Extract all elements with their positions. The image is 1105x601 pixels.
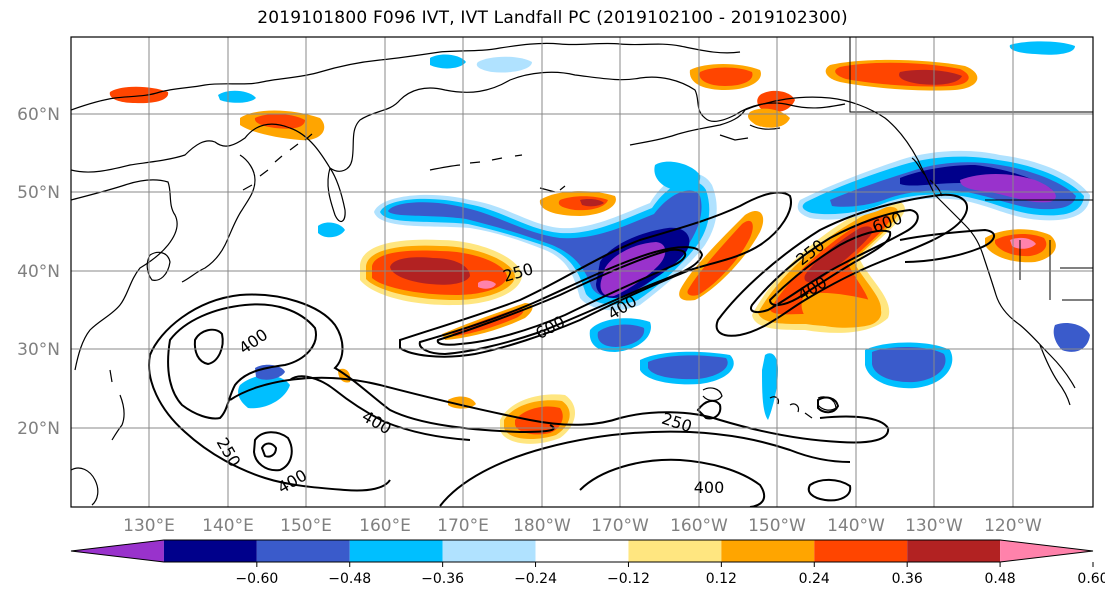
colorbar-swatches <box>70 539 1094 563</box>
colorbar-swatch <box>628 540 722 562</box>
lon-label: 130°W <box>905 516 963 536</box>
colorbar-tick-label: −0.24 <box>514 571 557 587</box>
lon-label: 140°W <box>827 516 885 536</box>
ivt-contours <box>148 191 995 507</box>
negative-anomaly-coast <box>797 150 1090 263</box>
map-title: 2019101800 F096 IVT, IVT Landfall PC (20… <box>257 8 848 28</box>
lon-label: 120°W <box>984 516 1042 536</box>
negative-anomaly-central <box>238 318 1090 420</box>
positive-anomaly-arctic <box>109 41 1075 141</box>
lat-label: 40°N <box>17 262 60 282</box>
colorbar-tick-label: −0.36 <box>421 571 464 587</box>
map-frame <box>70 36 1094 508</box>
lon-label: 170°W <box>591 516 649 536</box>
lat-label: 30°N <box>17 340 60 360</box>
lat-label: 60°N <box>17 105 60 125</box>
colorbar-tick-label: −0.48 <box>328 571 371 587</box>
graticule <box>71 37 1093 507</box>
lon-label: 150°E <box>280 516 332 536</box>
positive-anomaly-south <box>338 292 882 444</box>
colorbar-swatch <box>442 540 536 562</box>
colorbar-swatch <box>349 540 443 562</box>
colorbar-tick-label: 0.12 <box>706 571 737 587</box>
colorbar-outline <box>70 539 1094 563</box>
lon-label: 130°E <box>123 516 175 536</box>
positive-anomaly-nw <box>360 239 522 306</box>
colorbar-swatch <box>814 540 908 562</box>
colorbar-swatch <box>163 540 257 562</box>
colorbar-tick-label: 0.36 <box>892 571 923 587</box>
lon-label: 140°E <box>202 516 254 536</box>
colorbar-tick-label: −0.60 <box>235 571 278 587</box>
lon-label: 160°W <box>670 516 728 536</box>
lon-label: 160°E <box>359 516 411 536</box>
colorbar-swatch <box>535 540 629 562</box>
colorbar-swatch <box>907 540 1001 562</box>
colorbar: −0.60 −0.48 −0.36 −0.24 −0.12 0.12 0.24 0.36 0.4… <box>70 539 1105 587</box>
colorbar-tick-labels: −0.60 −0.48 −0.36 −0.24 −0.12 0.12 0.24 0.36 0.4… <box>235 562 1105 587</box>
colorbar-swatch <box>1000 540 1093 562</box>
coastlines <box>71 37 1093 506</box>
colorbar-swatch <box>256 540 350 562</box>
lat-label: 20°N <box>17 419 60 439</box>
contour-label: 400 <box>694 478 725 497</box>
colorbar-tick-label: −0.12 <box>607 571 650 587</box>
colorbar-tick-label: 0.48 <box>985 571 1016 587</box>
map-content: 250 600 400 250 600 400 400 250 400 400 … <box>71 37 1093 507</box>
colorbar-tick-label: 0.60 <box>1077 571 1105 587</box>
lon-label: 180°W <box>513 516 571 536</box>
longitude-labels: 130°E 140°E 150°E 160°E 170°E 180°W 170°… <box>123 516 1042 536</box>
lon-label: 170°E <box>437 516 489 536</box>
latitude-labels: 60°N 50°N 40°N 30°N 20°N <box>17 105 60 439</box>
lon-label: 150°W <box>748 516 806 536</box>
lat-label: 50°N <box>17 183 60 203</box>
colorbar-swatch <box>71 540 164 562</box>
colorbar-swatch <box>721 540 815 562</box>
colorbar-tick-label: 0.24 <box>799 571 830 587</box>
